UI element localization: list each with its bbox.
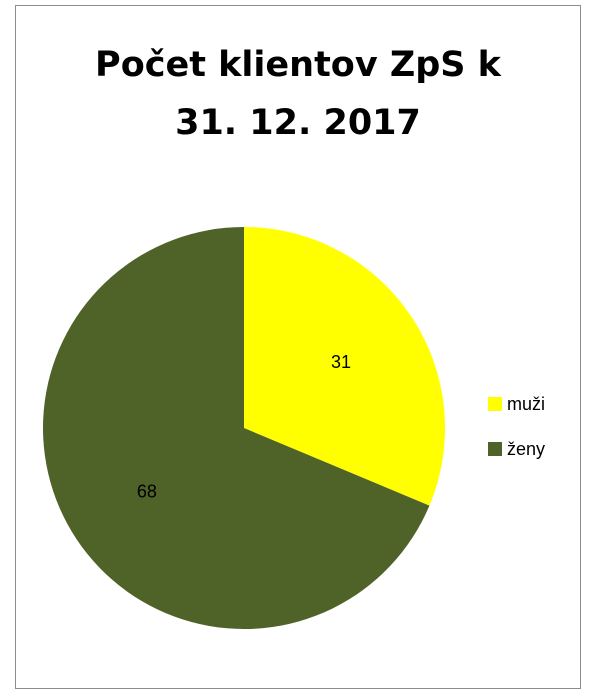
- legend-swatch-zeny: [488, 442, 502, 456]
- data-label-zeny: 68: [137, 481, 157, 501]
- legend-item-zeny: ženy: [488, 437, 545, 461]
- chart-title: Počet klientov ZpS k 31. 12. 2017: [15, 36, 581, 152]
- legend-label-muzi: muži: [507, 393, 546, 414]
- legend-item-muzi: muži: [488, 392, 545, 416]
- chart-title-line-2: 31. 12. 2017: [175, 103, 421, 143]
- pie-data-labels: 31 68: [137, 352, 351, 501]
- legend-swatch-muzi: [488, 397, 502, 411]
- pie-slice-zeny: [42, 227, 430, 629]
- legend-label-zeny: ženy: [507, 438, 546, 459]
- chart-legend: muži ženy: [488, 392, 545, 482]
- data-label-muzi: 31: [331, 352, 351, 372]
- pie-slices: [42, 227, 445, 629]
- pie-slice-muzi: [244, 227, 445, 506]
- chart-title-line-1: Počet klientov ZpS k: [95, 45, 501, 85]
